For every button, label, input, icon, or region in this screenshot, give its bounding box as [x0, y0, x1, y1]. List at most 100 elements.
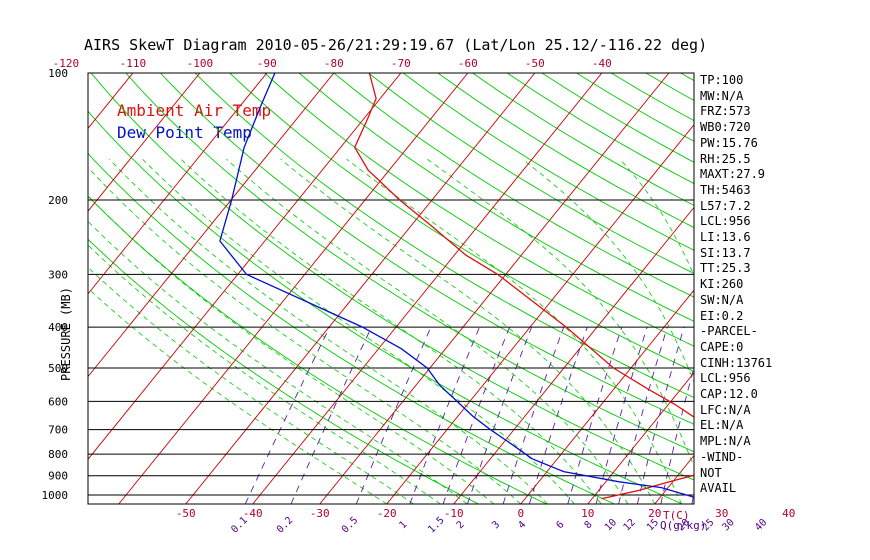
dry-adiabat-line	[368, 73, 694, 274]
stability-index: L57:7.2	[700, 198, 751, 213]
stability-index: NOT	[700, 465, 722, 480]
dry-adiabat-line	[576, 73, 694, 142]
moist-adiabat-line	[88, 287, 388, 504]
dry-adiabat-line	[88, 152, 615, 504]
isotherm-line	[0, 73, 66, 504]
moist-adiabat-line	[522, 158, 694, 384]
bottom-temp-tick-label: -50	[176, 507, 196, 520]
isotherm-line	[88, 73, 335, 378]
stability-index: TH:5463	[700, 182, 751, 197]
bottom-temp-tick-label: 20	[648, 507, 661, 520]
top-temp-tick-label: -120	[53, 57, 80, 70]
top-temp-tick-label: -110	[120, 57, 147, 70]
top-temp-tick-label: -80	[324, 57, 344, 70]
mixing-ratio-tick-label: 4	[516, 519, 528, 531]
mixing-ratio-line	[770, 327, 802, 504]
isotherm-line	[88, 73, 134, 130]
mixing-ratio-line	[409, 326, 480, 504]
dry-adiabat-line	[264, 73, 694, 347]
dry-adiabat-line	[680, 73, 694, 82]
x-axis-label: T(C)	[663, 509, 690, 522]
dry-adiabat-line	[402, 73, 694, 251]
pressure-tick-label: 700	[48, 424, 68, 437]
mixing-ratio-line	[567, 326, 623, 504]
isotherm-line	[386, 123, 694, 504]
mixing-ratio-tick-label: 6	[555, 519, 567, 531]
stability-index: MAXT:27.9	[700, 167, 766, 182]
mixing-ratio-line	[244, 326, 331, 504]
bottom-temp-tick-label: 30	[715, 507, 728, 520]
isotherm-line	[185, 73, 536, 504]
mixing-ratio-tick-label: 0.5	[340, 515, 361, 536]
dry-adiabat-line	[194, 73, 694, 399]
mixing-ratio-line	[691, 491, 694, 504]
dry-adiabat-line	[472, 73, 694, 206]
profile-ambient-air-temp	[353, 73, 694, 500]
bottom-temp-tick-label: 0	[517, 507, 524, 520]
dry-adiabat-line	[541, 73, 694, 163]
bottom-temp-tick-label: 10	[581, 507, 594, 520]
stability-index: TT:25.3	[700, 261, 751, 276]
stability-index: AVAIL	[700, 481, 737, 496]
mixing-ratio-tick-label: 10	[603, 517, 619, 533]
top-temp-tick-label: -90	[257, 57, 277, 70]
dry-adiabat-line	[229, 73, 694, 373]
top-temp-tick-label: -50	[525, 57, 545, 70]
mixing-ratio-tick-label: 20	[676, 517, 692, 533]
mixing-ratio-tick-label: 8	[583, 519, 595, 531]
pressure-tick-label: 600	[48, 395, 68, 408]
stability-index: CAP:12.0	[700, 387, 758, 401]
pressure-tick-label: 900	[48, 470, 68, 483]
moist-adiabat-line	[88, 244, 441, 504]
moist-adiabat-line	[142, 158, 575, 504]
dry-adiabat-line	[88, 110, 683, 504]
dry-adiabat-line	[125, 73, 694, 453]
isotherm-line	[722, 73, 870, 504]
moist-adiabat-line	[226, 158, 629, 504]
pressure-tick-label: 500	[48, 362, 68, 375]
stability-index: EI:0.2	[700, 308, 744, 323]
bottom-temp-tick-label: 40	[782, 507, 795, 520]
stability-index: MPL:N/A	[700, 434, 751, 449]
stability-index: TP:100	[700, 73, 744, 87]
top-temp-tick-label: -60	[458, 57, 478, 70]
pressure-tick-label: 1000	[42, 489, 69, 502]
bottom-temp-tick-label: -30	[310, 507, 330, 520]
mixing-ratio-line	[467, 326, 533, 504]
dry-adiabat-line	[333, 73, 694, 298]
plot-frame	[87, 72, 695, 505]
isotherm-line	[453, 206, 694, 504]
mixing-ratio-line	[290, 326, 372, 504]
top-temp-tick-label: -70	[391, 57, 411, 70]
moist-adiabat-line	[88, 220, 468, 504]
isotherm-line	[88, 73, 402, 460]
chart-title: AIRS SkewT Diagram 2010-05-26/21:29:19.6…	[84, 36, 708, 54]
stability-index: EL:N/A	[700, 418, 744, 433]
stability-index: FRZ:573	[700, 104, 751, 119]
isotherm-line	[252, 73, 603, 504]
isotherm-line	[789, 73, 870, 504]
moist-adiabat-line	[88, 266, 414, 504]
stability-index: RH:25.5	[700, 151, 751, 166]
mixing-ratio-line	[595, 326, 648, 504]
mixing-ratio-line	[528, 326, 588, 504]
legend-dew-point-temp: Dew Point Temp	[117, 123, 252, 142]
mixing-ratio-tick-label: 12	[622, 517, 638, 533]
dry-adiabat-line	[298, 73, 694, 322]
mixing-ratio-line	[737, 327, 773, 504]
dry-adiabat-line	[88, 195, 547, 504]
pressure-tick-label: 800	[48, 448, 68, 461]
stability-index: LFC:N/A	[700, 402, 751, 417]
dry-adiabat-line	[90, 73, 694, 481]
pressure-tick-label: 100	[48, 67, 68, 80]
moist-adiabat-line	[427, 158, 694, 468]
bottom-temp-tick-label: -10	[444, 507, 464, 520]
mixing-ratio-line	[618, 326, 668, 504]
mixing-ratio-axis-label: Q(g/kg)	[660, 519, 707, 532]
isotherm-line	[88, 73, 268, 295]
stability-index: KI:260	[700, 277, 744, 292]
mixing-ratio-line	[717, 327, 755, 504]
pressure-tick-label: 400	[48, 321, 68, 334]
dry-adiabat-line	[160, 73, 694, 425]
